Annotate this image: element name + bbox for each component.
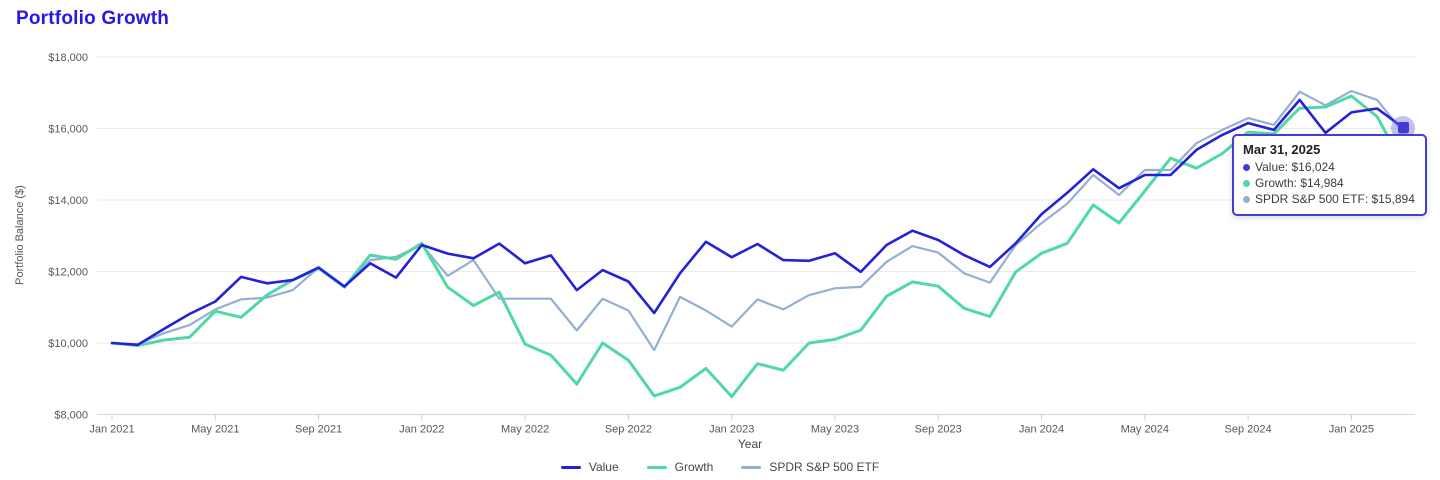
page-title: Portfolio Growth [16, 8, 170, 29]
x-tick-label: Sep 2021 [295, 424, 342, 436]
y-axis-title: Portfolio Balance ($) [14, 185, 26, 285]
y-tick-label: $12,000 [48, 267, 88, 279]
chart-tooltip: Mar 31, 2025 Value: $16,024 Growth: $14,… [1232, 134, 1427, 216]
legend-item-value[interactable]: Value [560, 460, 619, 474]
value-marker-square-icon [1397, 122, 1409, 134]
x-tick-label: Sep 2023 [915, 424, 962, 436]
y-tick-label: $8,000 [54, 410, 88, 422]
chart-legend: Value Growth SPDR S&P 500 ETF [0, 460, 1440, 474]
y-tick-label: $16,000 [48, 124, 88, 136]
legend-item-spdr[interactable]: SPDR S&P 500 ETF [741, 460, 879, 474]
growth-line-swatch-icon [646, 465, 667, 469]
tooltip-row-spdr: SPDR S&P 500 ETF: $15,894 [1243, 191, 1415, 207]
legend-label-growth: Growth [674, 460, 714, 474]
x-tick-label: Jan 2023 [709, 424, 754, 436]
x-tick-label: Jan 2024 [1019, 424, 1064, 436]
y-tick-label: $10,000 [48, 338, 88, 350]
x-tick-label: May 2024 [1121, 424, 1169, 436]
value-line-swatch-icon [560, 465, 581, 469]
spdr-line-swatch-icon [741, 465, 762, 469]
tooltip-date: Mar 31, 2025 [1243, 142, 1321, 157]
x-tick-label: May 2022 [501, 424, 549, 436]
legend-label-spdr: SPDR S&P 500 ETF [769, 460, 880, 474]
value-bullet-icon [1243, 163, 1250, 171]
tooltip-growth-text: Growth: $14,984 [1255, 176, 1344, 190]
x-tick-label: May 2021 [191, 424, 239, 436]
y-tick-label: $14,000 [48, 195, 88, 207]
x-tick-label: Jan 2021 [89, 424, 134, 436]
legend-item-growth[interactable]: Growth [646, 460, 714, 474]
y-tick-label: $18,000 [48, 52, 88, 64]
x-tick-label: Sep 2022 [605, 424, 652, 436]
x-tick-label: Jan 2025 [1329, 424, 1374, 436]
series-line-spdr-s-p-500-etf [110, 89, 1405, 352]
growth-bullet-icon [1243, 179, 1250, 187]
tooltip-row-value: Value: $16,024 [1243, 159, 1415, 175]
legend-label-value: Value [588, 460, 619, 474]
tooltip-row-growth: Growth: $14,984 [1243, 175, 1415, 191]
tooltip-spdr-text: SPDR S&P 500 ETF: $15,894 [1255, 192, 1415, 206]
x-axis-title: Year [737, 437, 763, 451]
x-tick-label: May 2023 [811, 424, 859, 436]
x-tick-label: Sep 2024 [1225, 424, 1272, 436]
tooltip-value-text: Value: $16,024 [1255, 160, 1335, 174]
x-tick-label: Jan 2022 [399, 424, 444, 436]
series-line-value [110, 98, 1405, 347]
spdr-bullet-icon [1243, 195, 1250, 203]
